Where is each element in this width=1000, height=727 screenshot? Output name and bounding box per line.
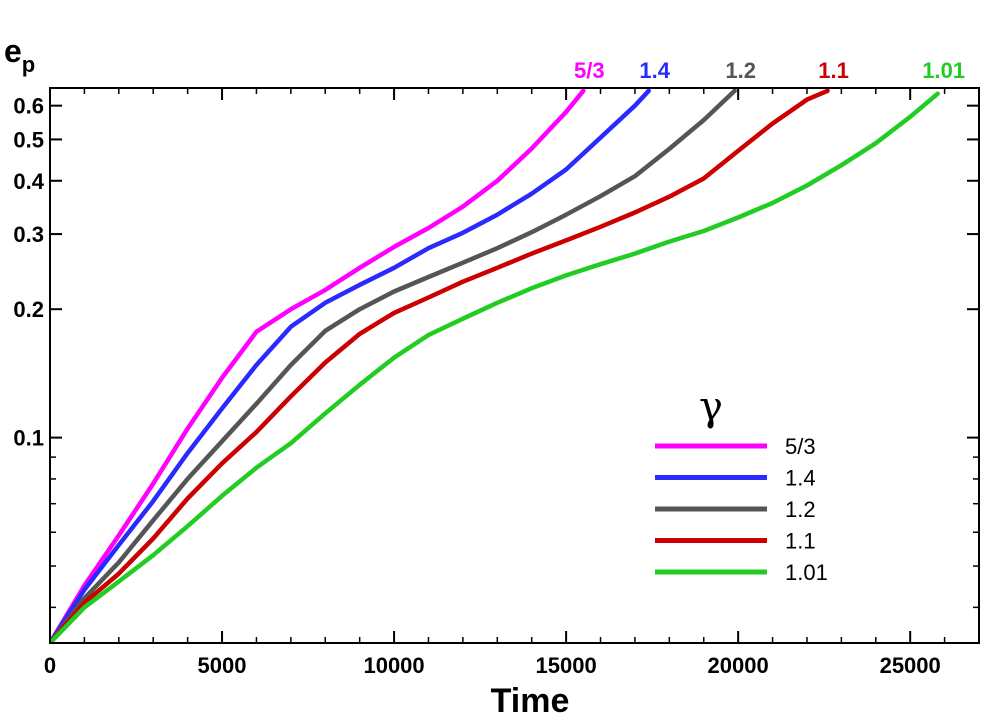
y-axis-title: ep	[4, 33, 35, 77]
series-line	[50, 88, 651, 643]
ticks-layer: 0 5000 10000 15000 20000 25000 0.1 0.2 0.3 0.4 0.5…	[13, 88, 979, 678]
y-tick-label: 0.2	[13, 297, 44, 322]
series-line	[50, 88, 586, 643]
series-layer	[50, 88, 940, 643]
plot-frame	[49, 87, 980, 644]
end-labels-layer: 5/3 1.4 1.2 1.1 1.01	[574, 58, 965, 83]
series-end-label: 1.01	[922, 58, 965, 83]
series-end-label: 1.2	[725, 58, 756, 83]
x-tick-label: 0	[44, 653, 56, 678]
x-tick-label: 20000	[708, 653, 769, 678]
y-tick-label: 0.5	[13, 127, 44, 152]
x-tick-label: 5000	[198, 653, 247, 678]
y-tick-label: 0.6	[13, 94, 44, 119]
y-tick-label: 0.4	[13, 169, 44, 194]
legend-label: 1.1	[785, 529, 816, 554]
x-tick-label: 10000	[363, 653, 424, 678]
legend-label: 1.2	[785, 497, 816, 522]
y-axis-title-subscript: p	[22, 52, 35, 77]
legend-label: 5/3	[785, 434, 816, 459]
x-tick-label: 15000	[536, 653, 597, 678]
series-line	[50, 88, 737, 643]
legend-title: γ	[699, 384, 723, 430]
series-line	[50, 91, 940, 643]
legend: γ 5/3 1.4 1.2 1.1 1.01	[655, 384, 828, 585]
series-line	[50, 88, 830, 643]
series-end-label: 1.4	[639, 58, 670, 83]
legend-label: 1.4	[785, 466, 816, 491]
series-end-label: 5/3	[574, 58, 605, 83]
y-tick-label: 0.3	[13, 222, 44, 247]
x-axis-title: Time	[491, 682, 570, 720]
y-tick-label: 0.1	[13, 426, 44, 451]
y-axis-title-main: e	[4, 33, 22, 69]
series-end-label: 1.1	[818, 58, 849, 83]
legend-label: 1.01	[785, 560, 828, 585]
x-tick-label: 25000	[880, 653, 941, 678]
